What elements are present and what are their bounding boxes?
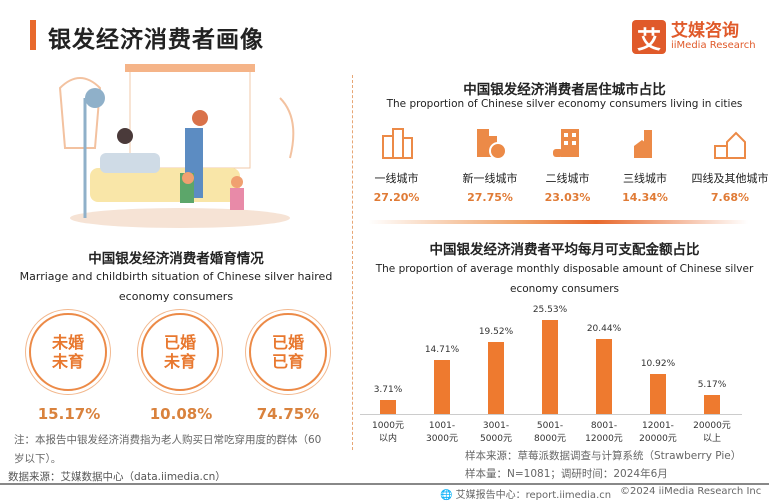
category-label-line: 5000元 [480,434,512,444]
circle-text: 已婚 [271,333,304,352]
bar-value-label: 20.44% [586,323,622,334]
bar-value-label: 3.71% [373,385,403,396]
category-label: 5001- 8000元 [520,420,580,446]
circle-text: 已育 [271,352,304,371]
category-label-line: 8000元 [534,434,566,444]
city-item: 新一线城市 27.75% [450,126,530,204]
bar [650,373,666,414]
footer-copyright: ©2024 iiMedia Research Inc [620,486,762,497]
city-item: 四线及其他城市 7.68% [685,126,769,204]
chart-baseline [360,414,742,415]
city-label: 四线及其他城市 [691,172,769,185]
status-circle-married-no-child: 已婚 未育 [141,313,219,391]
bar-value-label: 10.92% [640,358,676,369]
logo-en: iiMedia Research [671,40,756,51]
marriage-value: 74.75% [256,405,320,423]
category-label-line: 1000元 [372,421,404,431]
footer-link[interactable]: 艾媒报告中心：report.iimedia.cn [455,490,612,501]
city-list: 一线城市 27.20% 新一线城市 27.75% 二线城市 23.03% 三线城… [343,126,769,204]
bar [596,338,612,414]
category-label-line: 5001- [536,421,564,431]
title-accent-bar [30,20,36,50]
city-item: 一线城市 27.20% [343,126,450,204]
bar-value-label: 5.17% [697,379,727,390]
marriage-value: 15.17% [37,405,101,423]
city-label: 二线城市 [545,172,590,185]
category-label-line: 以内 [378,434,397,444]
note-line-1: 注：本报告中银发经济消费指为老人购买日常吃穿用度的群体（60 [14,434,322,446]
category-label-line: 20000元 [693,421,731,431]
bar [380,400,396,414]
category-label-line: 1001- [428,421,456,431]
sample-size: 样本量：N=1081；调研时间：2024年6月 [465,468,668,480]
category-label-line: 8001- [590,421,618,431]
circle-text: 未婚 [51,333,84,352]
marriage-subtitle-1: Marriage and childbirth situation of Chi… [19,270,333,283]
bar [542,320,558,414]
category-label: 8001- 12000元 [574,420,634,446]
section-divider [352,75,353,450]
marriage-value: 10.08% [149,405,213,423]
chart-title: 中国银发经济消费者平均每月可支配金额占比 [429,242,700,258]
city-value: 23.03% [544,191,591,204]
bar [488,342,504,414]
status-circle-married-with-child: 已婚 已育 [249,313,327,391]
category-label-line: 12000元 [585,434,623,444]
city-item: 三线城市 14.34% [605,126,685,204]
city-label: 一线城市 [374,172,419,185]
bar [704,394,720,414]
category-label: 1001- 3000元 [412,420,472,446]
chart-subtitle-2: economy consumers [510,283,619,295]
skyscrapers-icon [381,128,413,159]
category-label-line: 3000元 [426,434,458,444]
city-value: 7.68% [710,191,750,204]
sample-source: 样本来源：草莓派数据调查与计算系统（Strawberry Pie） [465,450,742,462]
footer-report-center[interactable]: 🌐 艾媒报告中心：report.iimedia.cn [440,486,611,501]
bar-value-label: 19.52% [478,327,514,338]
data-source: 数据来源：艾媒数据中心（data.iimedia.cn） [8,471,226,483]
category-label: 20000元 以上 [682,420,742,446]
family-illustration [58,64,295,228]
house-fence-icon [714,131,746,159]
building-icon [552,129,579,157]
category-label: 3001- 5000元 [466,420,526,446]
logo-mark: 艾 [632,20,666,54]
bar-value-label: 14.71% [424,344,460,355]
city-value: 27.20% [373,191,420,204]
logo-cn: 艾媒咨询 [671,21,739,41]
city-label: 三线城市 [623,172,667,185]
section-separator [368,220,748,224]
category-label-line: 20000元 [639,434,677,444]
globe-icon: 🌐 [440,490,453,501]
city-value: 27.75% [467,191,513,204]
office-growth-icon [477,129,507,160]
logo: 艾 艾媒咨询 iiMedia Research [632,20,756,54]
cities-title: 中国银发经济消费者居住城市占比 [463,82,666,98]
status-circle-unmarried: 未婚 未育 [29,313,107,391]
cities-subtitle: The proportion of Chinese silver economy… [386,98,743,110]
city-value: 14.34% [622,191,668,204]
circle-text: 已婚 [163,333,196,352]
category-label-line: 3001- [482,421,510,431]
city-item: 二线城市 23.03% [530,126,605,204]
chart-subtitle-1: The proportion of average monthly dispos… [375,263,754,275]
bar-value-label: 25.53% [532,305,568,316]
marriage-subtitle-2: economy consumers [118,290,234,303]
tower-house-icon [634,130,652,158]
marriage-title: 中国银发经济消费者婚育情况 [88,251,264,267]
bar [434,359,450,414]
footer-line [0,483,769,485]
category-label-line: 以上 [702,434,721,444]
category-label: 12001- 20000元 [628,420,688,446]
circle-text: 未育 [163,352,196,371]
note-line-2: 岁以下）。 [14,453,62,465]
category-label: 1000元以内 [358,420,418,446]
category-label-line: 12001- [642,421,674,431]
page-title: 银发经济消费者画像 [48,27,264,53]
circle-text: 未育 [51,352,84,371]
city-label: 新一线城市 [462,172,518,185]
